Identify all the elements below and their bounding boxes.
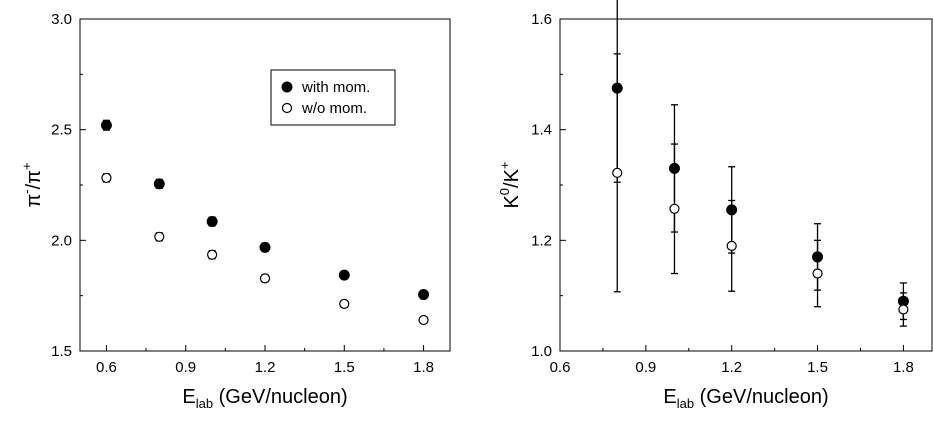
- right-panel: 0.6 0.9 1.2 1.5 1.8 1.0 1.2 1.4 1.6 K0/K+ Elab (…: [497, 0, 933, 411]
- right-marks: [611, 0, 909, 327]
- left-xtick-label: 0.9: [175, 359, 196, 376]
- data-point-with-mom: [418, 289, 430, 301]
- left-xtick-label: 1.8: [413, 359, 434, 376]
- data-point-wo-mom: [612, 167, 623, 178]
- data-point-wo-mom: [101, 172, 112, 184]
- right-ylabel: K0/K+: [497, 161, 523, 208]
- legend-marker-with-mom: [281, 81, 293, 93]
- left-xtick-label: 1.2: [255, 359, 276, 376]
- right-ylabel-base1: K: [501, 195, 523, 209]
- left-ylabel-base1: π: [23, 194, 45, 208]
- data-point-wo-mom: [812, 268, 823, 279]
- data-point-wo-mom: [669, 203, 680, 214]
- left-ylabel: π-/π+: [19, 162, 45, 207]
- data-point-with-mom: [338, 269, 350, 281]
- left-xtick-label: 1.5: [334, 359, 355, 376]
- left-ytick-label: 3.0: [51, 11, 72, 28]
- right-xlabel-rest: (GeV/nucleon): [694, 386, 829, 408]
- left-ylabel-sup2: +: [19, 162, 34, 170]
- right-xtick-label: 0.6: [550, 359, 571, 376]
- data-point-with-mom: [153, 178, 165, 190]
- legend-label-wo-mom: w/o mom.: [301, 100, 367, 117]
- data-point-with-mom: [259, 241, 271, 253]
- left-ylabel-mid: /π: [23, 170, 45, 189]
- right-xlabel-main: E: [663, 386, 676, 408]
- left-ytick-label: 2.5: [51, 122, 72, 139]
- left-xlabel-sub: lab: [196, 396, 213, 411]
- left-xlabel-main: E: [182, 386, 195, 408]
- left-xtick-label: 0.6: [96, 359, 117, 376]
- right-plot-frame: [559, 18, 933, 352]
- right-xlabel: Elab (GeV/nucleon): [663, 386, 828, 411]
- data-point-wo-mom: [154, 231, 165, 242]
- svg-text:π-/π+: π-/π+: [19, 162, 45, 207]
- legend-label-with-mom: with mom.: [301, 79, 370, 96]
- left-plot-frame: [79, 18, 451, 352]
- right-ytick-label: 1.0: [531, 343, 552, 360]
- right-ticks: 0.6 0.9 1.2 1.5 1.8 1.0 1.2 1.4 1.6: [531, 11, 914, 376]
- right-ytick-label: 1.6: [531, 11, 552, 28]
- svg-text:K0/K+: K0/K+: [497, 161, 523, 208]
- right-ylabel-sup1: 0: [497, 188, 512, 195]
- left-ylabel-sup1: -: [19, 189, 34, 193]
- left-xlabel: Elab (GeV/nucleon): [182, 386, 347, 411]
- right-xtick-label: 1.8: [893, 359, 914, 376]
- left-marks: [100, 119, 430, 326]
- legend-marker-wo-mom: [281, 102, 293, 114]
- right-xtick-label: 0.9: [635, 359, 656, 376]
- data-point-with-mom: [206, 216, 218, 228]
- data-point-wo-mom: [259, 273, 271, 284]
- left-ytick-label: 2.0: [51, 232, 72, 249]
- right-ytick-label: 1.2: [531, 232, 552, 249]
- left-xlabel-rest: (GeV/nucleon): [213, 386, 348, 408]
- left-panel: 0.6 0.9 1.2 1.5 1.8 1.5 2.0 2.5 3.0 with mom. w/…: [19, 11, 451, 411]
- left-ticks: 0.6 0.9 1.2 1.5 1.8 1.5 2.0 2.5 3.0: [51, 11, 434, 376]
- right-xlabel-sub: lab: [677, 396, 694, 411]
- data-point-wo-mom: [418, 314, 429, 326]
- left-ytick-label: 1.5: [51, 343, 72, 360]
- right-ytick-label: 1.4: [531, 122, 552, 139]
- data-point-wo-mom: [207, 249, 218, 260]
- legend-box: [270, 69, 396, 126]
- data-point-wo-mom: [898, 304, 909, 315]
- right-xtick-label: 1.5: [807, 359, 828, 376]
- data-point-wo-mom: [726, 240, 737, 251]
- data-point-wo-mom: [339, 298, 350, 309]
- legend: with mom. w/o mom.: [270, 69, 396, 126]
- right-ylabel-sup2: +: [497, 161, 512, 169]
- right-xtick-label: 1.2: [721, 359, 742, 376]
- right-ylabel-mid: /K: [501, 168, 523, 188]
- data-point-with-mom: [100, 119, 112, 131]
